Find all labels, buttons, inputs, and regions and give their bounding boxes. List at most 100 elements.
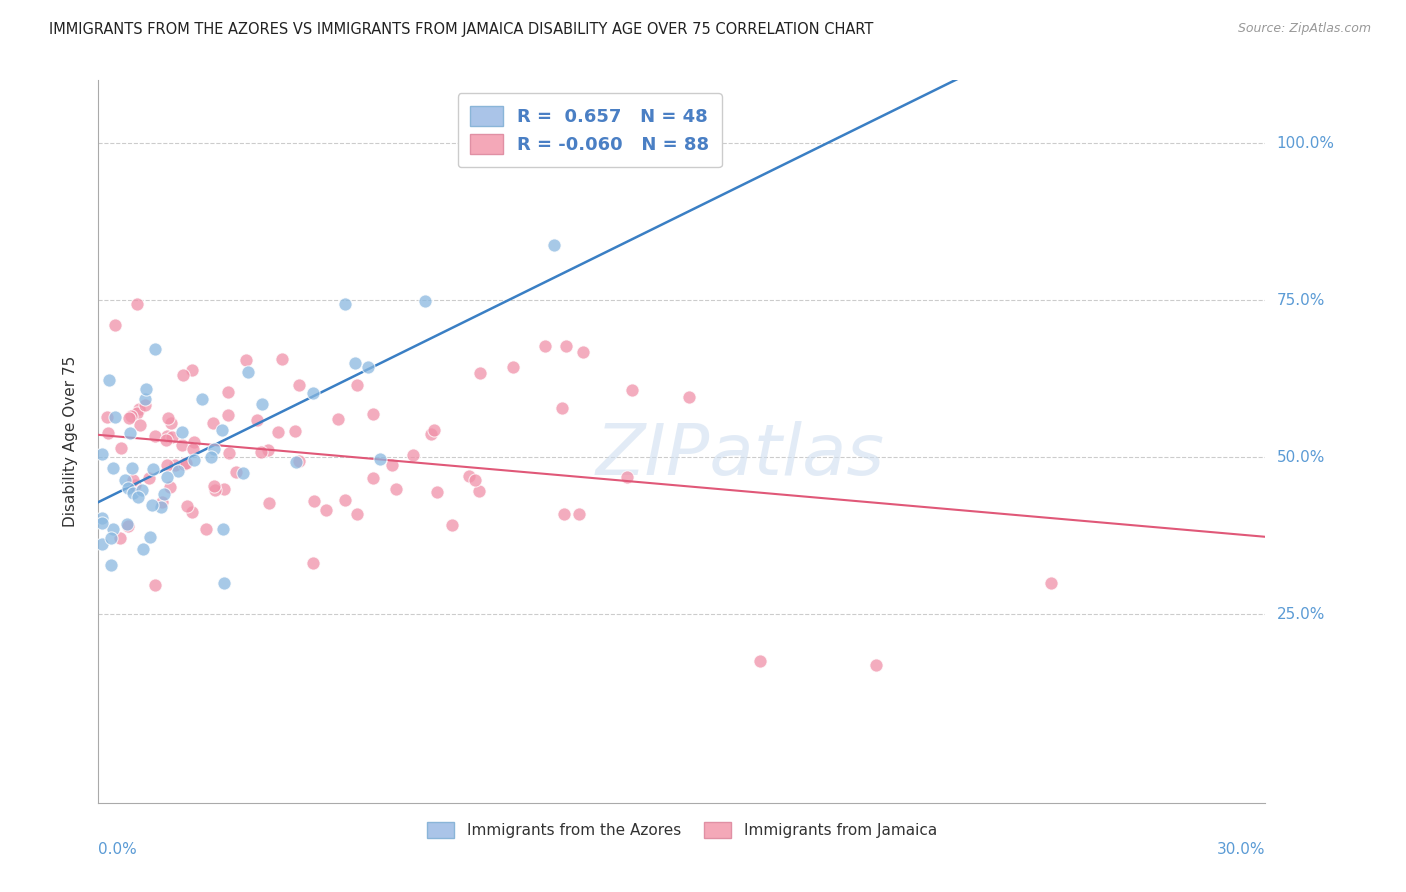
Point (122, 485, 145, 500)
Point (555, 339, 578, 353)
Point (218, 446, 240, 460)
Point (204, 483, 226, 498)
Point (267, 425, 290, 440)
Point (143, 578, 166, 592)
Point (121, 461, 143, 475)
Point (143, 343, 166, 357)
Point (181, 442, 204, 456)
Point (236, 365, 259, 379)
Point (246, 413, 269, 427)
Point (551, 401, 574, 415)
Point (678, 390, 700, 404)
Point (115, 516, 138, 531)
Point (381, 458, 404, 473)
Point (543, 238, 565, 252)
Point (150, 495, 173, 509)
Point (170, 438, 193, 452)
Point (333, 492, 356, 507)
Point (142, 462, 165, 476)
Point (117, 481, 139, 495)
Point (156, 458, 179, 472)
Point (235, 353, 257, 368)
Point (104, 318, 127, 332)
Point (98, 373, 121, 387)
Point (346, 377, 368, 392)
Point (143, 428, 166, 442)
Point (748, 655, 770, 669)
Point (217, 408, 239, 422)
Point (128, 401, 150, 416)
Text: 25.0%: 25.0% (1277, 607, 1324, 622)
Point (97, 425, 120, 440)
Point (420, 427, 443, 442)
Point (174, 456, 197, 470)
Point (302, 494, 325, 508)
Point (134, 392, 156, 406)
Point (458, 468, 481, 483)
Point (257, 443, 280, 458)
Point (152, 487, 174, 501)
Point (173, 457, 195, 471)
Point (326, 412, 349, 426)
Point (114, 473, 136, 487)
Point (156, 470, 179, 484)
Point (385, 482, 408, 496)
Point (134, 398, 156, 412)
Point (534, 339, 557, 353)
Point (252, 397, 274, 411)
Point (212, 522, 235, 536)
Point (344, 356, 367, 370)
Point (156, 429, 179, 443)
Point (426, 484, 449, 499)
Legend: Immigrants from the Azores, Immigrants from Jamaica: Immigrants from the Azores, Immigrants f… (419, 814, 945, 846)
Point (131, 483, 153, 497)
Point (356, 360, 378, 375)
Point (616, 470, 638, 484)
Point (257, 496, 280, 510)
Point (441, 518, 464, 533)
Point (124, 478, 146, 492)
Point (423, 423, 446, 437)
Point (183, 453, 205, 467)
Point (181, 363, 204, 377)
Point (181, 505, 204, 519)
Point (468, 367, 491, 381)
Point (129, 417, 152, 432)
Point (225, 465, 247, 479)
Point (104, 410, 127, 425)
Point (202, 442, 225, 457)
Text: Source: ZipAtlas.com: Source: ZipAtlas.com (1237, 22, 1371, 36)
Point (201, 417, 224, 431)
Point (162, 430, 184, 444)
Point (96, 409, 118, 424)
Point (302, 385, 325, 400)
Point (91, 516, 114, 530)
Point (100, 531, 122, 545)
Point (212, 575, 235, 590)
Point (217, 385, 239, 400)
Point (249, 445, 271, 459)
Point (315, 502, 337, 516)
Point (346, 507, 368, 521)
Point (135, 382, 157, 396)
Point (361, 471, 384, 485)
Point (202, 479, 225, 493)
Point (865, 657, 887, 672)
Point (125, 297, 148, 311)
Point (155, 433, 177, 447)
Point (103, 460, 125, 475)
Point (183, 434, 205, 449)
Point (200, 450, 222, 464)
Point (572, 344, 595, 359)
Point (368, 452, 391, 467)
Point (141, 498, 163, 512)
Point (163, 458, 186, 473)
Point (620, 383, 643, 397)
Point (120, 425, 142, 440)
Point (139, 530, 162, 544)
Point (91, 537, 114, 551)
Text: 30.0%: 30.0% (1218, 842, 1265, 856)
Text: ZIPatlas: ZIPatlas (596, 422, 884, 491)
Point (159, 480, 181, 494)
Point (176, 499, 198, 513)
